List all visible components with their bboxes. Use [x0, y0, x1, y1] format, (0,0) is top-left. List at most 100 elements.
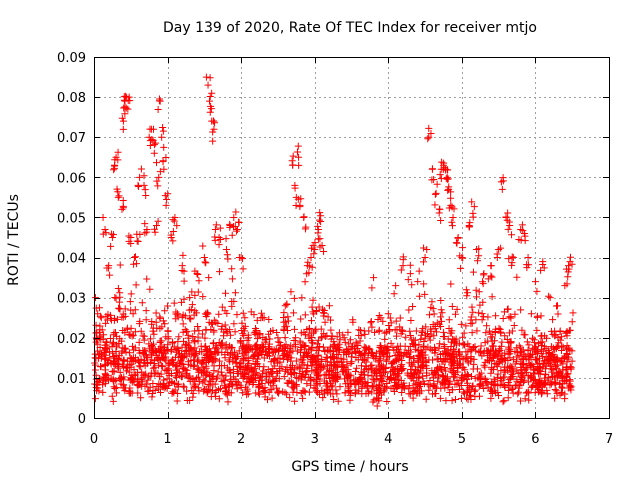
data-point — [97, 354, 105, 362]
data-point — [344, 366, 352, 374]
data-point — [108, 234, 116, 241]
data-point — [351, 347, 359, 355]
x-tick-label: 3 — [311, 432, 319, 447]
data-point — [368, 382, 376, 390]
data-point — [114, 193, 122, 201]
data-point — [154, 217, 162, 225]
data-point — [435, 344, 443, 352]
data-point — [273, 329, 281, 337]
data-point — [536, 381, 543, 389]
data-point — [341, 338, 349, 346]
data-point — [119, 204, 127, 212]
data-point — [542, 345, 550, 353]
data-point — [175, 350, 183, 358]
data-point — [262, 373, 270, 381]
data-point — [252, 358, 260, 366]
data-point — [254, 335, 262, 343]
data-point — [202, 347, 210, 355]
data-point — [228, 265, 236, 273]
data-point — [211, 236, 219, 244]
data-point — [97, 363, 105, 371]
data-point — [226, 331, 234, 339]
data-point — [167, 231, 175, 239]
data-point — [110, 360, 118, 368]
data-point — [174, 389, 182, 397]
data-point — [118, 114, 126, 122]
data-point — [373, 402, 381, 410]
data-point — [151, 370, 159, 378]
data-point — [170, 389, 178, 397]
data-point — [472, 316, 480, 324]
data-point — [458, 394, 466, 402]
data-point — [106, 311, 114, 319]
data-point — [529, 334, 537, 342]
data-point — [491, 381, 499, 389]
data-point — [178, 313, 186, 321]
data-point — [420, 258, 428, 266]
data-point — [555, 371, 563, 379]
data-point — [417, 367, 425, 375]
data-point — [131, 371, 139, 379]
data-point — [495, 347, 503, 355]
data-point — [309, 241, 317, 249]
data-point — [399, 256, 407, 264]
data-point — [92, 383, 100, 391]
data-point — [325, 367, 333, 375]
data-point — [206, 97, 214, 105]
data-point — [159, 127, 167, 135]
data-point — [222, 235, 230, 243]
data-point — [416, 292, 424, 300]
data-point — [563, 328, 571, 336]
data-point — [385, 375, 393, 383]
data-point — [399, 262, 407, 270]
data-point — [498, 358, 506, 366]
data-point — [435, 209, 443, 217]
data-point — [118, 375, 126, 383]
data-point — [480, 384, 488, 392]
data-point — [373, 386, 381, 394]
data-point — [324, 313, 332, 321]
data-point — [420, 244, 428, 252]
data-point — [194, 337, 202, 345]
data-point — [131, 306, 139, 314]
data-point — [266, 335, 274, 343]
data-point — [180, 295, 188, 303]
data-point — [503, 335, 511, 343]
data-point — [553, 302, 561, 310]
data-point — [216, 268, 224, 276]
data-point — [274, 347, 282, 355]
data-point — [450, 373, 458, 381]
data-point — [175, 368, 183, 376]
data-point — [122, 384, 130, 392]
data-point — [209, 128, 217, 136]
data-point — [443, 355, 451, 363]
data-point — [468, 319, 476, 327]
data-point — [119, 313, 127, 321]
data-point — [126, 298, 134, 306]
data-point — [170, 217, 178, 225]
data-point — [134, 238, 142, 246]
data-point — [431, 368, 439, 376]
data-point — [141, 351, 149, 359]
data-point — [564, 384, 572, 392]
data-point — [565, 353, 573, 361]
data-point — [162, 383, 170, 391]
data-point — [304, 348, 312, 356]
data-point — [546, 349, 554, 357]
data-point — [523, 338, 531, 346]
data-point — [487, 330, 495, 338]
data-point — [223, 364, 231, 372]
data-point — [159, 123, 167, 131]
data-point — [464, 289, 472, 297]
data-point — [228, 231, 236, 239]
data-point — [521, 331, 529, 339]
data-point — [310, 250, 318, 258]
data-point — [212, 350, 220, 358]
data-point — [220, 382, 228, 390]
data-point — [181, 366, 189, 374]
data-point — [119, 197, 127, 205]
data-point — [330, 338, 338, 346]
data-point — [215, 386, 223, 394]
data-point — [360, 350, 368, 358]
